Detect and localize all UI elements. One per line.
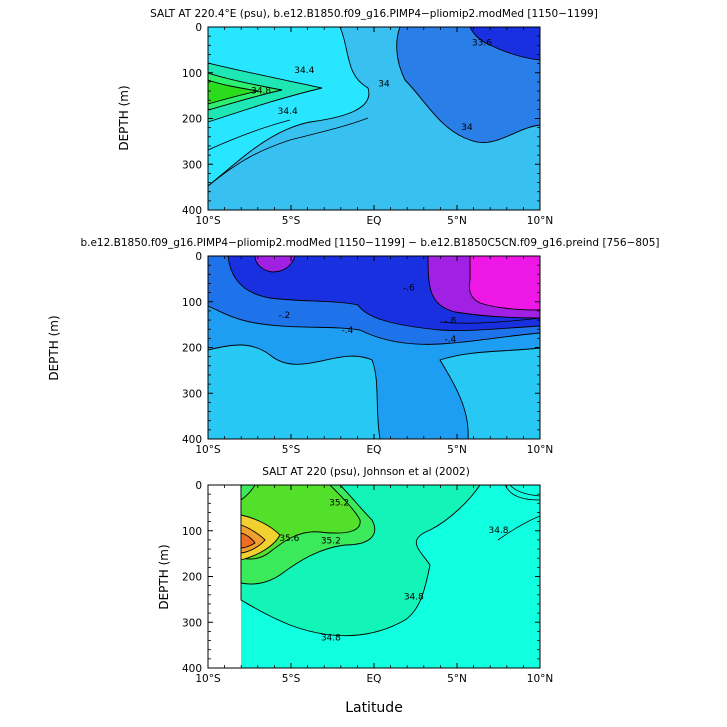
- y-tick-label: 400: [182, 205, 202, 217]
- contour-label: -.2: [278, 311, 290, 321]
- panel-2-ylabel: DEPTH (m): [47, 315, 61, 380]
- contour-label: 35.2: [329, 499, 349, 509]
- contour-label: 35.2: [321, 537, 341, 547]
- contour-label: 34.8: [321, 634, 341, 644]
- contour-label: 34.8: [404, 592, 424, 602]
- contour-label: 34.4: [278, 107, 298, 117]
- x-tick-label: 5°S: [282, 215, 301, 227]
- x-tick-label: 10°N: [527, 444, 553, 456]
- panel-3-contour-labels: 35.2 35.6 35.2 34.8 34.8 34.8: [279, 499, 508, 644]
- panel-1-contour-fill: [208, 27, 540, 210]
- y-tick-label: 100: [182, 68, 202, 80]
- contour-label: 35.6: [279, 534, 299, 544]
- x-tick-label: 5°S: [282, 673, 301, 685]
- contour-label: 33.6: [472, 38, 492, 48]
- x-tick-label: 5°N: [447, 444, 467, 456]
- contour-label: 34: [461, 123, 473, 133]
- panel-2-ticks: 10°S 5°S EQ 5°N 10°N 0 100 200 300 400: [182, 251, 553, 456]
- x-tick-label: 5°N: [447, 673, 467, 685]
- x-tick-label: 10°N: [527, 215, 553, 227]
- panel-1-title: SALT AT 220.4°E (psu), b.e12.B1850.f09_g…: [150, 8, 598, 20]
- panel-3-ylabel: DEPTH (m): [157, 544, 171, 609]
- x-tick-label: 5°N: [447, 215, 467, 227]
- x-tick-label: 10°S: [195, 215, 221, 227]
- panel-3-contour-fill: [240, 485, 540, 668]
- panel-1-ticks: 10°S 5°S EQ 5°N 10°N 0 100 200 300 400: [182, 22, 553, 227]
- y-tick-label: 200: [182, 343, 202, 355]
- panel-2: b.e12.B1850.f09_g16.PIMP4−pliomip2.modMe…: [47, 237, 660, 456]
- y-tick-label: 100: [182, 297, 202, 309]
- x-tick-label: EQ: [367, 444, 382, 456]
- panel-1-ylabel: DEPTH (m): [117, 85, 131, 150]
- y-tick-label: 300: [182, 159, 202, 171]
- x-tick-label: 10°N: [527, 673, 553, 685]
- x-tick-label: EQ: [367, 215, 382, 227]
- panel-2-title: b.e12.B1850.f09_g16.PIMP4−pliomip2.modMe…: [80, 237, 659, 249]
- y-tick-label: 300: [182, 388, 202, 400]
- panel-3: SALT AT 220 (psu), Johnson et al (2002) …: [157, 466, 553, 716]
- y-tick-label: 100: [182, 526, 202, 538]
- y-tick-label: 0: [195, 22, 202, 34]
- y-tick-label: 300: [182, 617, 202, 629]
- x-tick-label: EQ: [367, 673, 382, 685]
- x-tick-label: 10°S: [195, 444, 221, 456]
- contour-label: -.4: [342, 326, 354, 336]
- panel-2-contour-fill: [208, 256, 540, 439]
- x-tick-label: 5°S: [282, 444, 301, 456]
- panel-1-contour-labels: 34.4 34.8 34.4 34 34 33.6: [251, 38, 492, 133]
- contour-label: 34.4: [294, 66, 314, 76]
- contour-label: -.8: [444, 317, 456, 327]
- contour-label: 34.8: [251, 86, 271, 96]
- y-tick-label: 400: [182, 663, 202, 675]
- contour-label: -.4: [444, 335, 456, 345]
- panel-3-ticks: 10°S 5°S EQ 5°N 10°N 0 100 200 300 400: [182, 480, 553, 685]
- panel-1: SALT AT 220.4°E (psu), b.e12.B1850.f09_g…: [117, 8, 598, 227]
- y-tick-label: 200: [182, 572, 202, 584]
- contour-label: -.6: [403, 283, 415, 293]
- x-tick-label: 10°S: [195, 673, 221, 685]
- y-tick-label: 200: [182, 114, 202, 126]
- y-tick-label: 400: [182, 434, 202, 446]
- y-tick-label: 0: [195, 251, 202, 263]
- panel-3-title: SALT AT 220 (psu), Johnson et al (2002): [262, 466, 470, 478]
- contour-label: 34: [378, 79, 390, 89]
- y-tick-label: 0: [195, 480, 202, 492]
- panel-2-contour-labels: -.6 -.8 -.4 -.4 -.2: [278, 283, 456, 345]
- panel-3-xlabel: Latitude: [345, 700, 403, 716]
- contour-label: 34.8: [488, 526, 508, 536]
